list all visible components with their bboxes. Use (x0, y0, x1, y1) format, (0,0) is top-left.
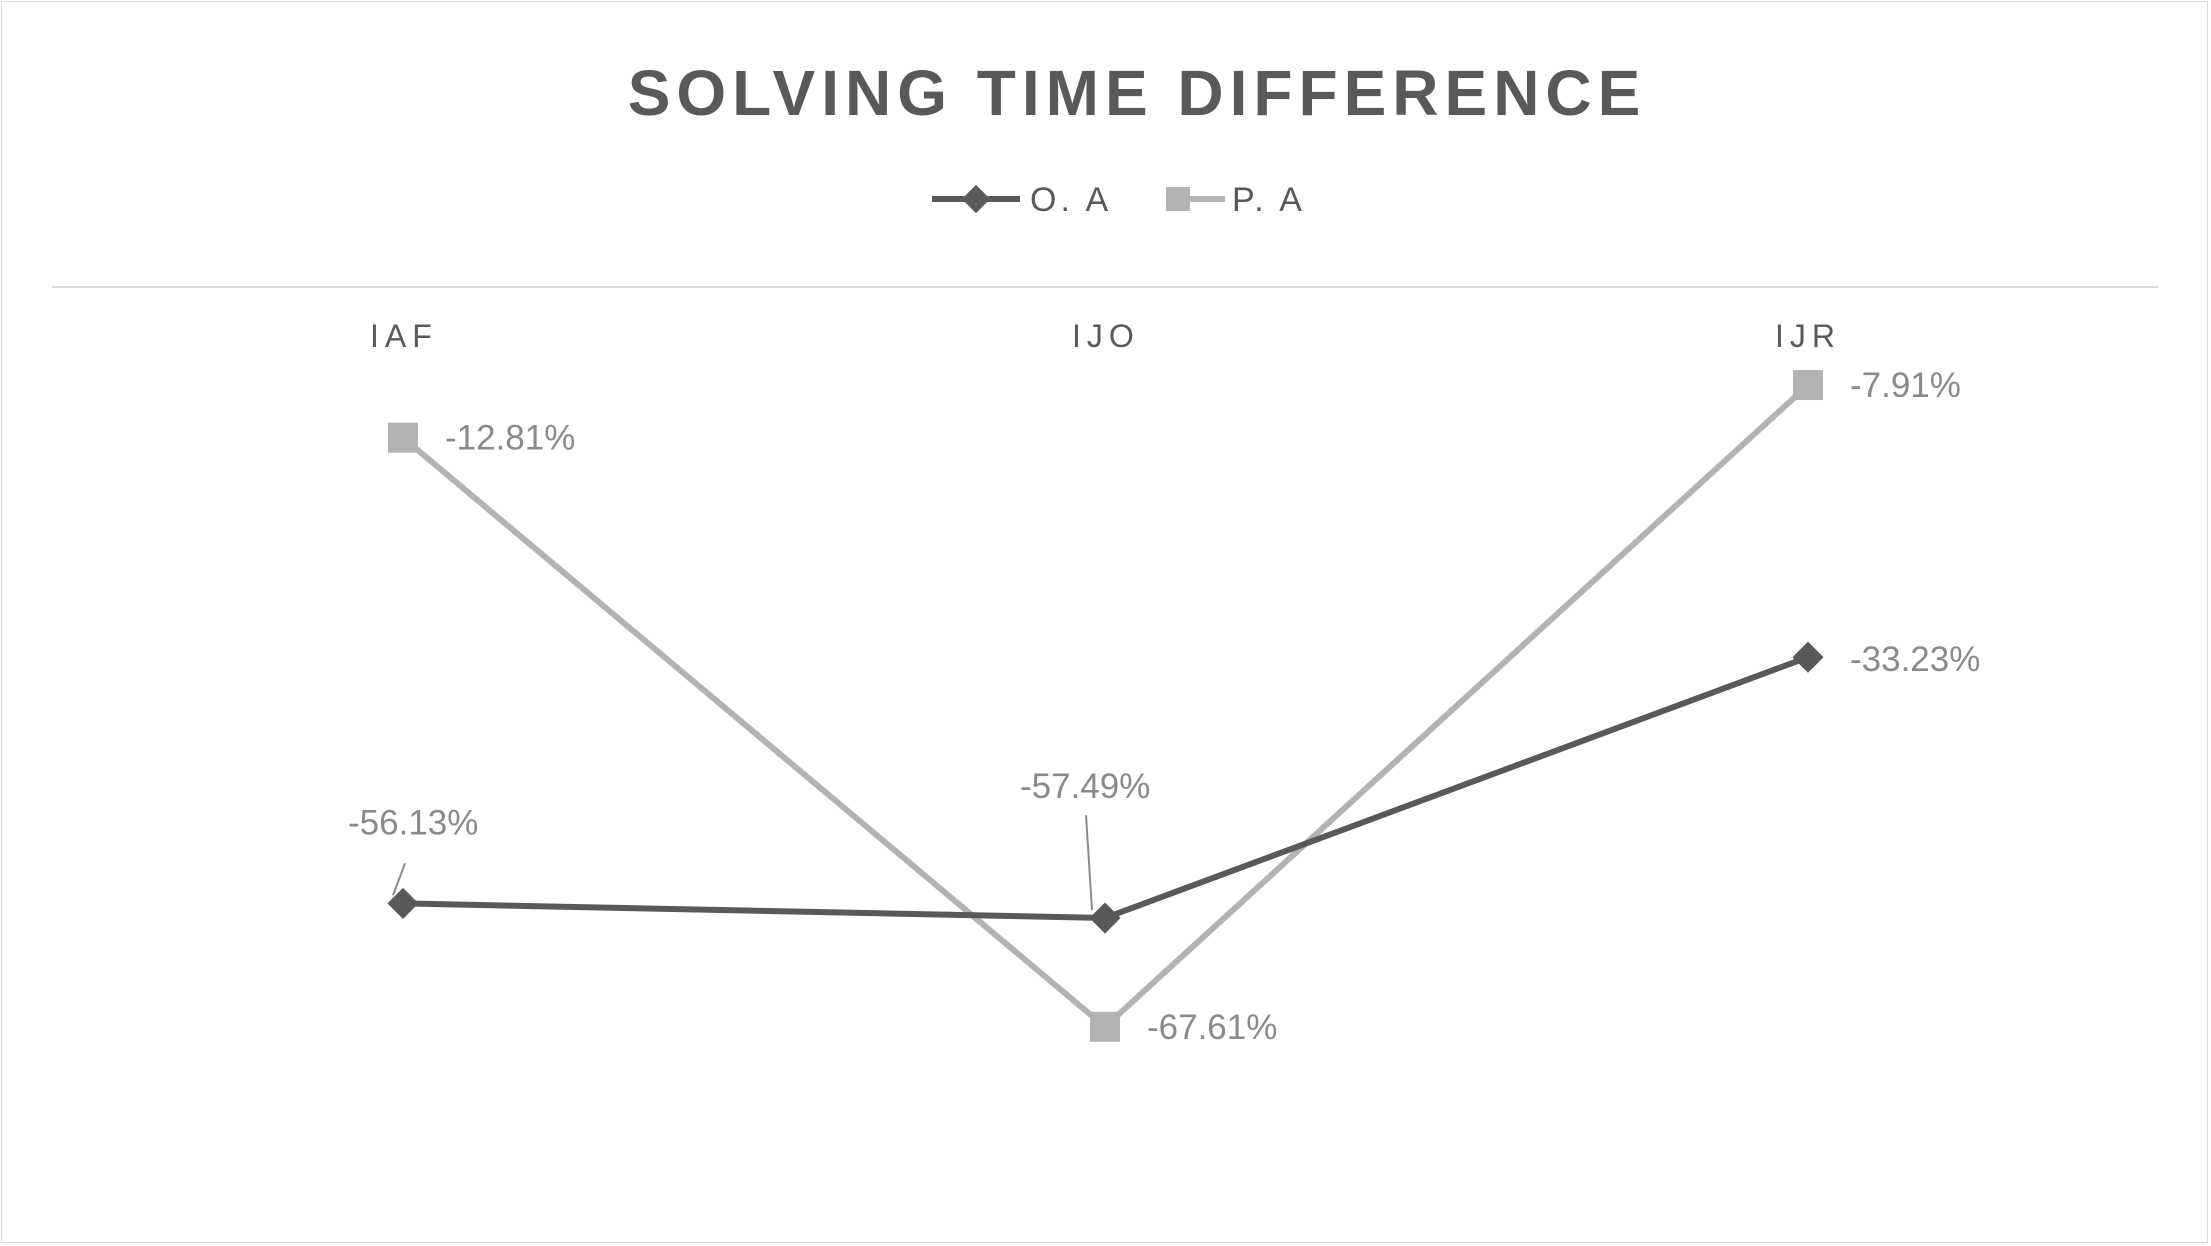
data-label-pa-ijr: -7.91% (1850, 366, 1961, 405)
category-label-iaf: IAF (370, 318, 438, 354)
data-label-oa-ijo: -57.49% (1020, 767, 1150, 806)
legend-label-oa: O. A (1030, 181, 1112, 219)
data-label-oa-ijr: -33.23% (1850, 640, 1980, 679)
point-oa-iaf[interactable] (387, 887, 419, 919)
legend-label-pa: P. A (1232, 181, 1306, 219)
point-pa-ijr[interactable] (1793, 370, 1823, 401)
point-oa-ijo[interactable] (1089, 902, 1121, 934)
data-label-pa-iaf: -12.81% (445, 419, 575, 458)
data-label-pa-ijo: -67.61% (1147, 1008, 1277, 1047)
point-pa-ijo[interactable] (1090, 1011, 1120, 1042)
series-oa: -56.13% -57.49% -33.23% (348, 640, 1980, 934)
legend: O. A P. A (932, 181, 1306, 219)
chart-title: SOLVING TIME DIFFERENCE (628, 57, 1647, 129)
leader-line-oa-ijo (1085, 814, 1093, 911)
point-pa-iaf[interactable] (388, 422, 418, 453)
legend-marker-pa (1166, 187, 1190, 211)
leader-line-oa-iaf (392, 863, 406, 896)
legend-marker-oa (961, 184, 991, 214)
category-label-ijr: IJR (1775, 318, 1841, 354)
point-oa-ijr[interactable] (1792, 641, 1824, 673)
legend-entry-pa[interactable]: P. A (1166, 181, 1306, 219)
category-label-ijo: IJO (1072, 318, 1140, 354)
category-labels: IAF IJO IJR (370, 318, 1841, 354)
legend-entry-oa[interactable]: O. A (932, 181, 1112, 219)
series-pa: -12.81% -67.61% -7.91% (388, 366, 1961, 1047)
series-layer: -12.81% -67.61% -7.91% -56.13% -57.49% -33.23… (348, 366, 1980, 1047)
data-label-oa-iaf: -56.13% (348, 803, 478, 842)
